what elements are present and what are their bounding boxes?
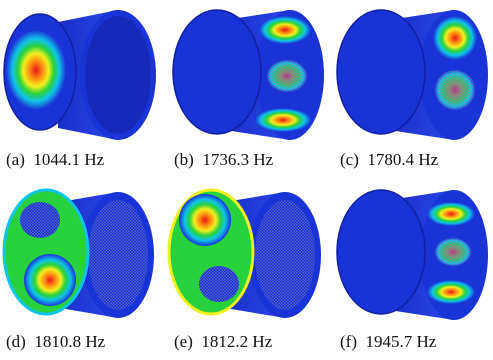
caption-b-label: (b)	[174, 150, 194, 169]
caption-e: (e) 1812.2 Hz	[174, 332, 272, 352]
caption-c: (c) 1780.4 Hz	[340, 150, 438, 170]
caption-e-frequency: 1812.2 Hz	[201, 332, 273, 351]
caption-e-label: (e)	[174, 332, 193, 351]
caption-f-label: (f)	[340, 332, 357, 351]
caption-f-frequency: 1945.7 Hz	[365, 332, 437, 351]
mode-shape-e-image	[167, 188, 321, 318]
caption-d-frequency: 1810.8 Hz	[34, 332, 106, 351]
caption-a-frequency: 1044.1 Hz	[33, 150, 105, 169]
caption-d-label: (d)	[6, 332, 26, 351]
caption-b-frequency: 1736.3 Hz	[202, 150, 274, 169]
caption-b: (b) 1736.3 Hz	[174, 150, 273, 170]
caption-d: (d) 1810.8 Hz	[6, 332, 105, 352]
caption-f: (f) 1945.7 Hz	[340, 332, 436, 352]
caption-c-frequency: 1780.4 Hz	[367, 150, 439, 169]
mode-shape-b-image	[172, 9, 324, 140]
caption-c-label: (c)	[340, 150, 359, 169]
mode-shape-a-image	[3, 10, 156, 140]
mode-shape-f-image	[336, 189, 488, 320]
caption-a-label: (a)	[6, 150, 25, 169]
mode-shape-d-image	[2, 188, 154, 318]
caption-a: (a) 1044.1 Hz	[6, 150, 104, 170]
mode-shape-c-image	[336, 9, 488, 140]
